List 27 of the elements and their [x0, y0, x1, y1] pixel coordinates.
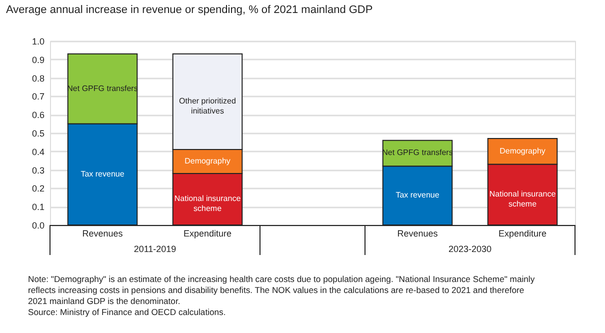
- y-tick-label: 0.1: [32, 202, 44, 212]
- y-tick-label: 0.2: [32, 184, 44, 194]
- y-tick-label: 0.0: [32, 220, 44, 230]
- series-label: Tax revenue: [396, 190, 440, 200]
- text: Demography: [500, 146, 546, 156]
- x-tick-label: Revenues: [397, 228, 438, 238]
- series-label: Demography: [184, 156, 230, 166]
- y-tick-label: 0.7: [32, 92, 44, 102]
- y-tick-label: 0.6: [32, 110, 44, 120]
- chart-title: Average annual increase in revenue or spending, % of 2021 mainland GDP: [6, 4, 373, 16]
- y-tick-label: 0.3: [32, 165, 44, 176]
- y-tick-label: 0.4: [32, 146, 44, 157]
- text: 2023-2030: [448, 244, 492, 254]
- y-tick-label: 0.8: [32, 73, 44, 84]
- series-label: Other prioritized initiatives: [179, 96, 236, 116]
- y-tick-label: 0.9: [32, 54, 44, 65]
- text: National insurance scheme: [174, 194, 241, 214]
- y-tick-label: 1.0: [32, 36, 44, 46]
- series-label: National insurance scheme: [489, 190, 556, 209]
- x-tick-label: Expenditure: [498, 228, 547, 238]
- text: Tax revenue: [80, 169, 124, 178]
- text: 2011-2019: [134, 244, 176, 254]
- source-note: Source: Ministry of Finance and OECD calculations.: [28, 307, 226, 317]
- text: Note: "Demography" is an estimate of the increasing health care costs due to population ageing. "National Insurance Scheme" mainly reflects increasing costs in pensions and disability benefits. The NOK values in the calculations are re-based to 2021 and therefore 2021 mainland GDP is the denominator.: [28, 274, 536, 306]
- x-tick-label: Revenues: [82, 228, 124, 238]
- y-tick-label: 0.5: [32, 128, 44, 138]
- x-tick-label: Expenditure: [183, 228, 232, 238]
